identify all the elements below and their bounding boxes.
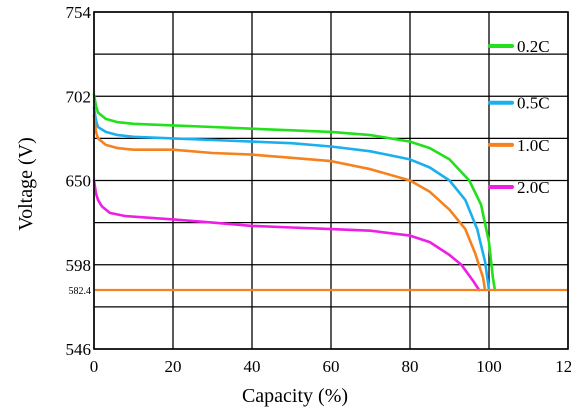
series-line-2.0C [92,179,481,292]
tick-labels: 0 20 40 60 80 100 120 546 598 650 702 754 582.4 [66,3,571,376]
series-lines [92,93,497,292]
legend-label: 2.0C [517,178,550,197]
y-tick-label: 546 [66,340,92,359]
plot-border [93,11,569,350]
legend-label: 0.2C [517,37,550,56]
series-line-0.2C [92,93,497,292]
legend-label: 1.0C [517,136,550,155]
x-tick-label: 120 [555,357,571,376]
x-tick-label: 80 [402,357,419,376]
y-tick-label: 702 [66,87,92,106]
plot-frame [93,11,569,350]
y-tick-label: 598 [66,256,92,275]
y-tick-label: 650 [66,172,92,191]
cutoff-tick-label: 582.4 [69,286,92,297]
x-axis-title: Capacity (%) [242,385,348,407]
series-line-1.0C [92,114,487,292]
x-tick-label: 100 [476,357,502,376]
y-tick-label: 754 [66,3,92,22]
x-tick-label: 20 [165,357,182,376]
legend-label: 0.5C [517,94,550,113]
x-tick-label: 60 [323,357,340,376]
series-line-0.5C [92,106,491,292]
x-tick-label: 0 [90,357,99,376]
y-axis-title: Voltage (V) [15,137,37,231]
legend: 0.2C 0.5C 1.0C 2.0C [488,37,550,197]
grid [93,11,569,350]
x-tick-label: 40 [244,357,261,376]
